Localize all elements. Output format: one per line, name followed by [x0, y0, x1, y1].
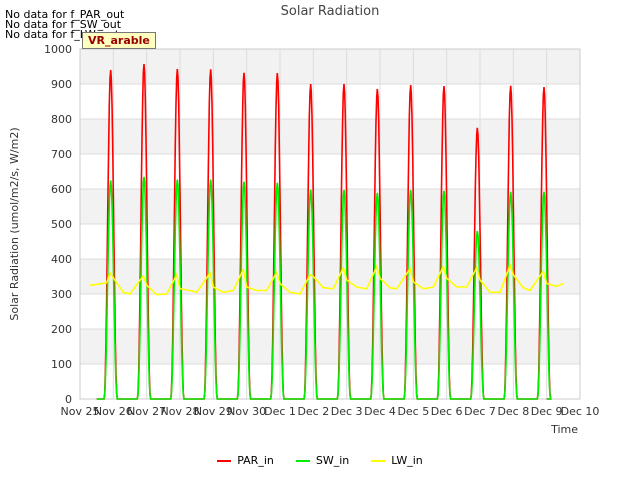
y-tick-label: 100 — [51, 358, 72, 371]
legend-swatch-sw-in — [295, 459, 310, 462]
plot-band — [80, 189, 580, 224]
x-tick-label: Dec 9 — [531, 405, 563, 418]
legend-label-sw-in: SW_in — [315, 454, 350, 467]
legend-item-par-in: PAR_in — [217, 454, 274, 467]
legend-label-lw-in: LW_in — [391, 454, 423, 467]
y-tick-label: 300 — [51, 288, 72, 301]
x-tick-label: Nov 27 — [127, 405, 166, 418]
x-tick-label: Dec 2 — [297, 405, 329, 418]
plot-band — [80, 154, 580, 189]
y-tick-label: 900 — [51, 78, 72, 91]
y-axis-label: Solar Radiation (umol/m2/s, W/m2) — [8, 127, 21, 320]
y-tick-label: 600 — [51, 183, 72, 196]
x-axis-label: Time — [550, 423, 578, 436]
x-tick-label: Dec 6 — [431, 405, 463, 418]
x-tick-label: Nov 28 — [161, 405, 200, 418]
y-tick-label: 500 — [51, 218, 72, 231]
series-line-sw-in — [96, 176, 552, 400]
x-tick-label: Dec 3 — [331, 405, 363, 418]
site-badge: VR_arable — [82, 32, 156, 49]
y-tick-label: 200 — [51, 323, 72, 336]
x-tick-label: Nov 29 — [194, 405, 233, 418]
no-data-par-out: No data for f_PAR_out — [5, 8, 125, 21]
y-tick-label: 400 — [51, 253, 72, 266]
x-tick-label: Dec 7 — [464, 405, 496, 418]
x-tick-label: Dec 4 — [364, 405, 396, 418]
plot-band — [80, 119, 580, 154]
chart-title: Solar Radiation — [281, 4, 380, 19]
chart-legend: PAR_in SW_in LW_in — [0, 454, 640, 467]
x-tick-label: Nov 26 — [94, 405, 133, 418]
y-tick-label: 1000 — [44, 43, 72, 56]
x-tick-label: Dec 1 — [264, 405, 296, 418]
plot-band — [80, 364, 580, 399]
series-line-lw-in — [89, 262, 564, 296]
no-data-sw-out: No data for f_SW_out — [5, 18, 122, 31]
x-tick-label: Dec 10 — [561, 405, 600, 418]
legend-swatch-par-in — [217, 459, 232, 462]
plot-band — [80, 294, 580, 329]
x-tick-label: Dec 5 — [397, 405, 429, 418]
y-tick-label: 700 — [51, 148, 72, 161]
legend-swatch-lw-in — [371, 459, 386, 462]
legend-label-par-in: PAR_in — [237, 454, 274, 467]
plot-band — [80, 84, 580, 119]
y-tick-label: 800 — [51, 113, 72, 126]
x-tick-label: Nov 30 — [227, 405, 266, 418]
legend-item-sw-in: SW_in — [295, 454, 350, 467]
y-tick-label: 0 — [65, 393, 72, 406]
plot-band — [80, 329, 580, 364]
plot-band — [80, 224, 580, 259]
x-tick-label: Dec 8 — [497, 405, 529, 418]
legend-item-lw-in: LW_in — [371, 454, 423, 467]
x-tick-label: Nov 25 — [61, 405, 100, 418]
plot-band — [80, 49, 580, 84]
